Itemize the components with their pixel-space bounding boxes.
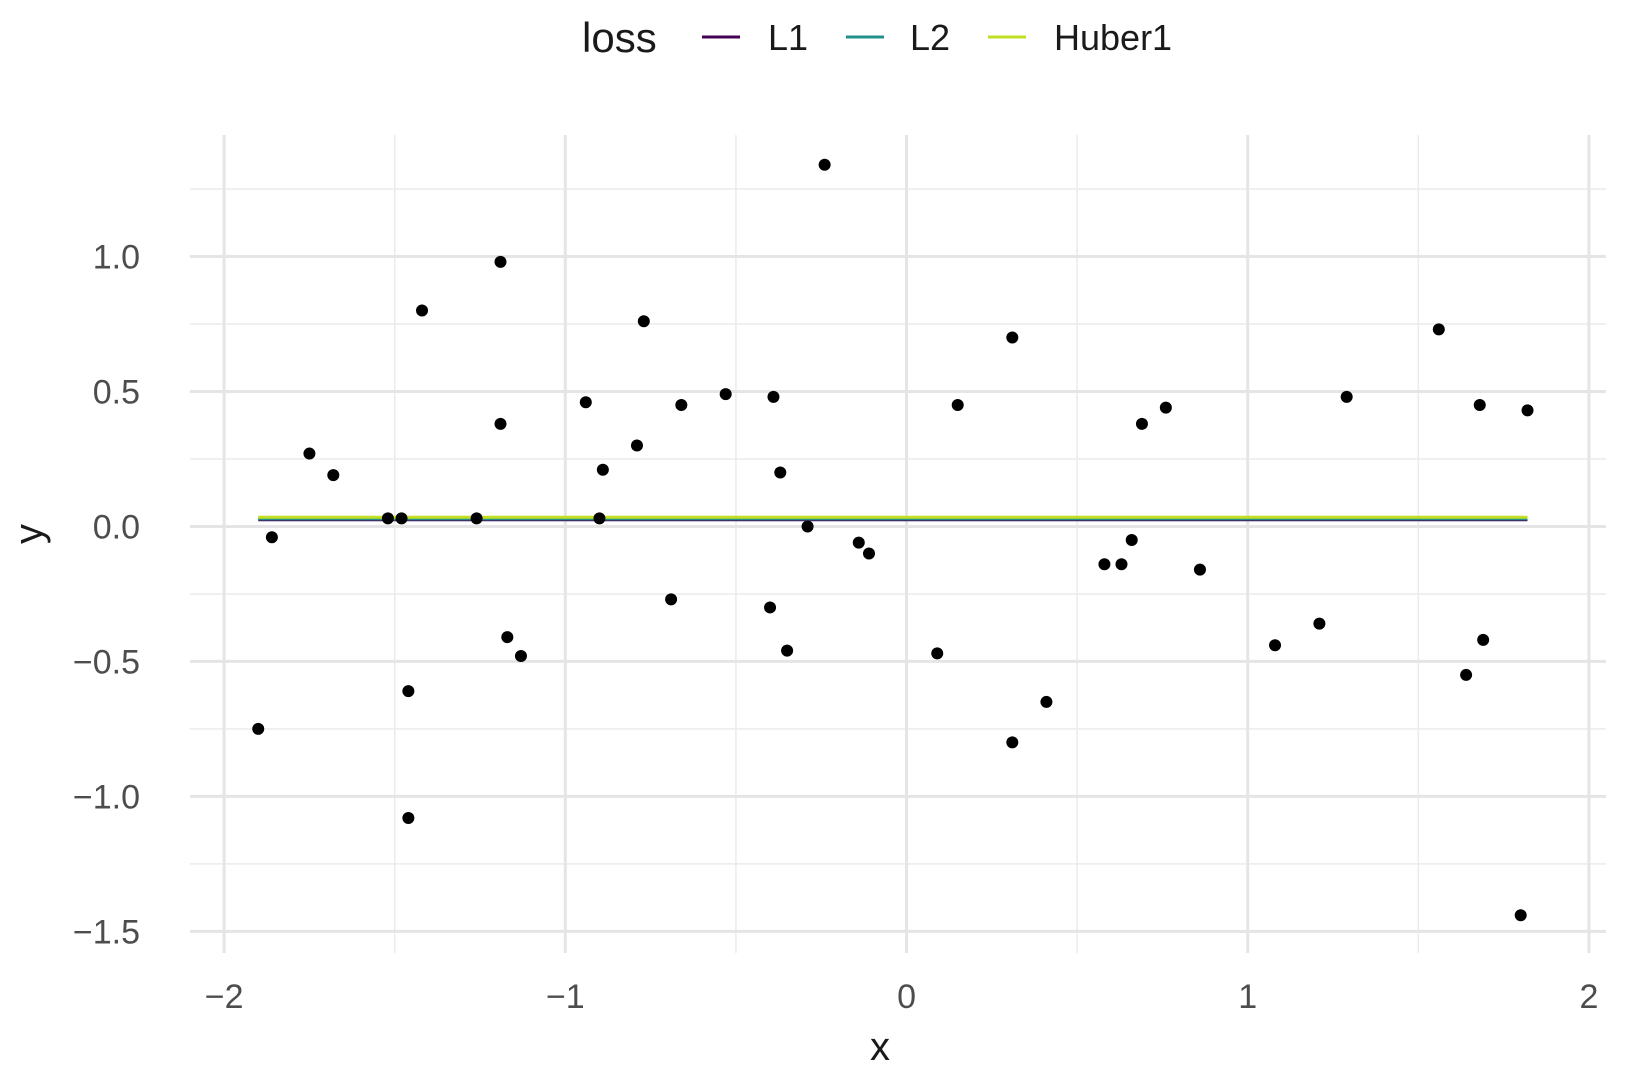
data-point [801,520,814,533]
data-point [395,512,408,525]
y-tick-label: −0.5 [73,643,140,681]
data-point [1098,558,1111,571]
data-point [470,512,483,525]
data-point [381,512,394,525]
legend-title: loss [582,14,657,61]
data-point [774,466,787,479]
data-point [1135,417,1148,430]
data-point [1006,736,1019,749]
data-point [596,463,609,476]
data-point [501,631,514,644]
data-point [637,315,650,328]
data-point [402,685,415,698]
data-point [494,255,507,268]
x-tick-label: 1 [1238,978,1257,1016]
data-point [1115,558,1128,571]
data-point [402,812,415,825]
tick-labels: −2 −1 0 1 2 −1.5 −1.0 −0.5 0.0 0.5 1.0 [73,238,1599,1016]
data-point [1432,323,1445,336]
data-point [630,439,643,452]
data-point [818,158,831,171]
y-tick-label: 0.0 [93,508,140,546]
data-point [1040,695,1053,708]
data-point [862,547,875,560]
data-point [781,644,794,657]
y-axis-title: y [7,524,51,544]
data-point [1159,401,1172,414]
data-point [416,304,429,317]
x-tick-label: 2 [1579,978,1598,1016]
data-point [1460,668,1473,681]
x-tick-label: −1 [546,978,585,1016]
data-point [1477,633,1490,646]
data-point [1193,563,1206,576]
data-point [1514,909,1527,922]
data-point [1521,404,1534,417]
loss-lines [258,515,1528,522]
data-point [1313,617,1326,630]
data-point [265,531,278,544]
data-point [1006,331,1019,344]
data-point [303,447,316,460]
data-point [665,593,678,606]
x-tick-label: −2 [205,978,244,1016]
data-point [494,417,507,430]
data-point [579,396,592,409]
data-point [1125,533,1138,546]
data-point [931,647,944,660]
data-point [1473,398,1486,411]
data-point [514,650,527,663]
data-point [951,398,964,411]
data-point [593,512,606,525]
x-axis-title: x [870,1025,890,1069]
y-tick-label: −1.0 [73,778,140,816]
data-point [1269,639,1282,652]
y-tick-label: 0.5 [93,373,140,411]
y-tick-label: 1.0 [93,238,140,276]
data-points [252,158,1534,922]
legend-label-l1: L1 [768,17,808,58]
x-tick-label: 0 [897,978,916,1016]
data-point [764,601,777,614]
y-tick-label: −1.5 [73,913,140,951]
data-point [1340,390,1353,403]
legend-label-l2: L2 [910,17,950,58]
data-point [719,388,732,401]
data-point [327,469,340,482]
legend: loss L1 L2 Huber1 [582,14,1172,61]
data-point [852,536,865,549]
legend-label-huber1: Huber1 [1054,17,1172,58]
data-point [675,398,688,411]
grid [190,135,1606,953]
data-point [767,390,780,403]
data-point [252,722,265,735]
